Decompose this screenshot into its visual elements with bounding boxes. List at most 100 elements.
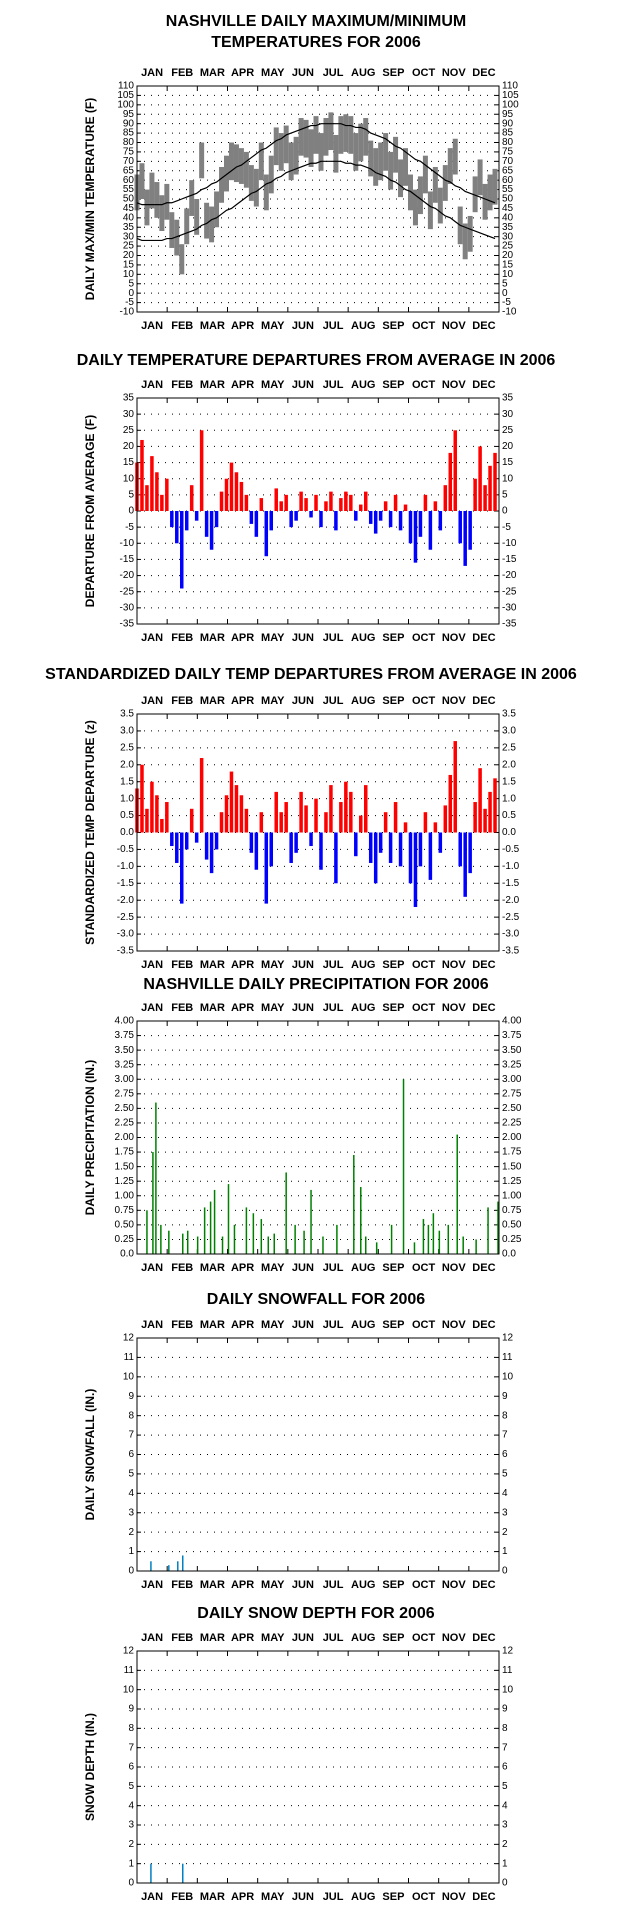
temp-range: [462, 223, 468, 260]
bar: [438, 832, 443, 853]
y-tick-label: -10: [502, 538, 517, 549]
y-tick-label: 2: [128, 1527, 134, 1538]
bar: [160, 494, 164, 511]
y-tick-label: 3.0: [120, 726, 134, 737]
month-label: NOV: [442, 959, 467, 971]
plot-frame: [136, 1020, 500, 1255]
y-tick-label: 3: [128, 1820, 134, 1831]
y-tick-label: -30: [120, 602, 135, 613]
y-tick-label: 12: [502, 1646, 514, 1657]
bar: [175, 511, 179, 544]
y-tick-label: 2.0: [120, 759, 134, 770]
month-label: JAN: [141, 1262, 163, 1274]
y-axis-label: STANDARDIZED TEMP DEPARTURE (z): [83, 720, 97, 945]
y-tick-label: 3.75: [502, 1030, 522, 1041]
bar: [378, 832, 383, 853]
bar: [483, 485, 487, 511]
y-tick-label: 2: [502, 1527, 508, 1538]
month-label: NOV: [442, 695, 467, 707]
bar: [234, 785, 239, 833]
bar: [279, 501, 283, 511]
month-label: JUN: [292, 67, 314, 79]
y-tick-label: 3.5: [120, 709, 134, 720]
y-tick-label: 0.50: [115, 1220, 135, 1231]
temp-range: [258, 142, 264, 181]
y-tick-label: 8: [502, 1723, 508, 1734]
month-label: MAR: [200, 1262, 225, 1274]
bar: [393, 802, 398, 833]
bar: [264, 511, 269, 557]
y-tick-label: 1.5: [502, 776, 516, 787]
temp-range: [417, 176, 423, 215]
month-label: FEB: [171, 320, 193, 332]
month-label: NOV: [442, 67, 467, 79]
y-tick-label: 10: [502, 473, 514, 484]
month-label: NOV: [442, 1002, 467, 1014]
y-tick-label: 2.50: [502, 1103, 522, 1114]
month-label: APR: [231, 632, 254, 644]
temp-range: [273, 127, 279, 166]
bar: [274, 791, 278, 833]
temp-range: [363, 118, 369, 156]
month-label: OCT: [412, 632, 436, 644]
temp-range: [442, 165, 448, 201]
y-tick-label: 1: [128, 1858, 134, 1869]
bar: [199, 430, 204, 511]
y-tick-label: 3.75: [115, 1030, 135, 1041]
y-tick-label: 75: [123, 147, 135, 158]
bar: [388, 832, 393, 863]
month-label: JUN: [292, 379, 314, 391]
y-tick-label: 0: [502, 1878, 508, 1889]
y-tick-label: -1.0: [502, 861, 520, 872]
y-tick-label: 45: [123, 203, 135, 214]
bar: [359, 815, 363, 833]
temp-range: [154, 182, 160, 218]
y-tick-label: 1.0: [502, 793, 516, 804]
y-tick-label: 20: [123, 250, 135, 261]
month-label: MAR: [200, 320, 225, 332]
month-label: NOV: [442, 379, 467, 391]
month-label: JAN: [141, 1319, 163, 1331]
chart: DAILY SNOW DEPTH FOR 2006 SNOW DEPTH (IN.…: [83, 1605, 513, 1903]
y-tick-label: 3.25: [115, 1059, 135, 1070]
month-label: MAY: [261, 67, 285, 79]
month-label: JUN: [292, 1002, 314, 1014]
y-tick-label: 15: [123, 260, 135, 271]
y-tick-label: 5: [502, 1469, 508, 1480]
y-tick-label: 0.75: [115, 1205, 135, 1216]
month-label: OCT: [412, 1319, 436, 1331]
month-label: JAN: [141, 695, 163, 707]
y-tick-label: 3: [128, 1507, 134, 1518]
bar: [150, 1561, 152, 1571]
y-tick-label: 0: [502, 1566, 508, 1577]
bar: [170, 511, 174, 528]
month-label: MAY: [261, 1262, 285, 1274]
bar: [462, 1236, 464, 1254]
month-label: JUL: [323, 1632, 344, 1644]
bar: [269, 832, 274, 867]
bar: [403, 504, 408, 511]
temp-range: [263, 174, 269, 211]
month-label: SEP: [382, 379, 404, 391]
y-tick-label: 1.25: [115, 1176, 135, 1187]
plot-frame: [136, 1337, 500, 1572]
month-label: DEC: [472, 1891, 495, 1903]
bar: [428, 832, 433, 880]
y-tick-label: 55: [123, 184, 135, 195]
month-label: MAY: [261, 1632, 285, 1644]
bar: [274, 488, 278, 511]
chart: DAILY SNOWFALL FOR 2006 DAILY SNOWFALL (I…: [83, 1291, 513, 1591]
month-label: JUL: [323, 1891, 344, 1903]
y-tick-label: 10: [502, 1371, 514, 1382]
bar: [249, 511, 254, 524]
y-tick-label: 1.50: [115, 1161, 135, 1172]
bar: [229, 462, 234, 511]
temp-range: [144, 189, 150, 226]
month-label: MAR: [200, 67, 225, 79]
bar: [314, 798, 318, 833]
chart-title: STANDARDIZED DAILY TEMP DEPARTURES FROM …: [45, 666, 577, 683]
temp-range: [164, 183, 170, 220]
bar: [165, 478, 169, 511]
bar: [204, 832, 209, 860]
temp-range: [243, 151, 249, 188]
